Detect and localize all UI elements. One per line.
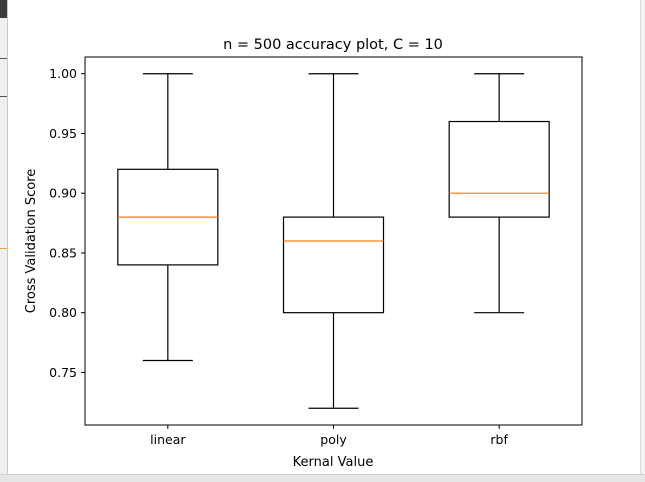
background-window-line (0, 96, 7, 97)
y-tick-label: 0.85 (49, 245, 77, 260)
y-axis: 0.75 0.80 0.85 0.90 0.95 1.00 (49, 66, 85, 380)
box-poly (282, 73, 385, 409)
y-tick-label: 0.80 (49, 305, 77, 320)
x-tick-label: poly (320, 432, 347, 447)
box-body (282, 216, 385, 314)
y-tick-label: 0.90 (49, 186, 77, 201)
background-window-titlebar (0, 0, 7, 18)
plot-area (117, 73, 550, 409)
y-tick-label: 1.00 (49, 66, 77, 81)
y-axis-label: Cross Validation Score (24, 169, 39, 314)
y-tick-label: 0.95 (49, 126, 77, 141)
box-body (448, 120, 550, 218)
x-axis: linear poly rbf (150, 425, 508, 447)
box-linear (117, 73, 219, 362)
background-window-line (0, 58, 7, 73)
y-tick-label: 0.75 (49, 365, 77, 380)
window-bottom-bar (0, 474, 645, 482)
x-tick-label: linear (150, 432, 186, 447)
chart-title: n = 500 accuracy plot, C = 10 (223, 37, 443, 53)
x-tick-label: rbf (490, 432, 508, 447)
background-window (0, 0, 8, 481)
box-rbf (448, 73, 550, 314)
window-right-edge (640, 0, 645, 474)
background-window-line (0, 248, 7, 249)
x-axis-label: Kernal Value (293, 455, 374, 470)
